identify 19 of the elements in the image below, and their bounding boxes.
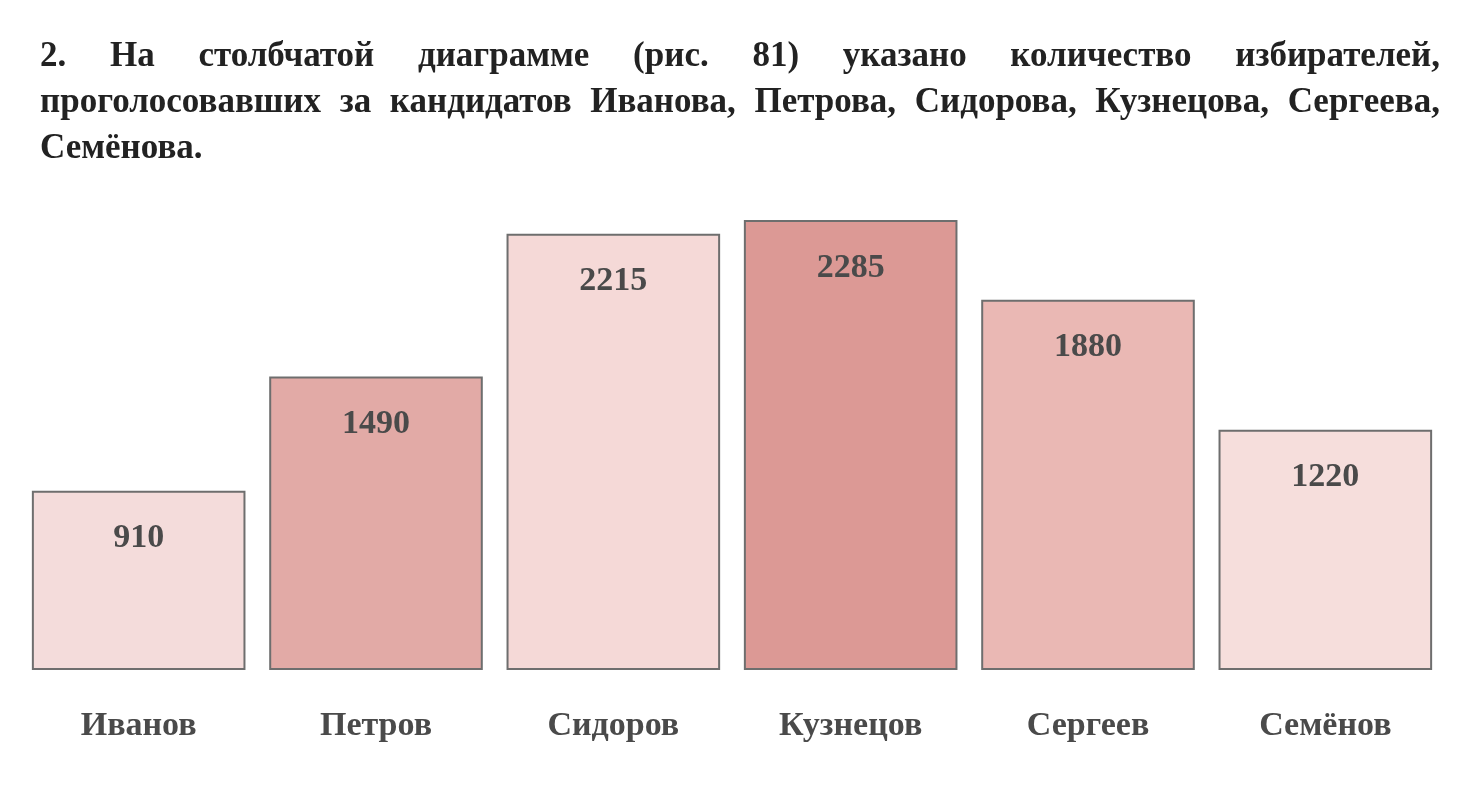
x-tick-label: Петров bbox=[319, 704, 433, 742]
data-label: 1880 bbox=[1054, 326, 1122, 364]
bar bbox=[31, 490, 246, 670]
data-label: 1490 bbox=[342, 403, 410, 441]
x-tick-label: Кузнецов bbox=[779, 704, 923, 742]
bar bbox=[506, 233, 721, 670]
chart-title: 2. На столбчатой диаграмме (рис. 81) указано количество избирателей, проголосовавших за кандидатов Иванова, Петрова, Сидорова, Кузнецова, Сергеева, Семёнова. bbox=[40, 34, 1440, 168]
data-label: 2285 bbox=[816, 246, 885, 284]
bar bbox=[743, 220, 958, 670]
x-tick-label: Сидоров bbox=[547, 704, 680, 742]
data-label: 1220 bbox=[1291, 456, 1360, 494]
data-label: 910 bbox=[113, 517, 165, 555]
x-tick-label: Семёнов bbox=[1259, 704, 1392, 742]
bar bbox=[981, 299, 1195, 670]
bar bbox=[269, 376, 483, 670]
x-tick-label: Иванов bbox=[80, 704, 197, 742]
bar bbox=[1218, 429, 1433, 670]
x-tick-label: Сергеев bbox=[1026, 704, 1150, 742]
data-label: 2215 bbox=[579, 260, 648, 298]
